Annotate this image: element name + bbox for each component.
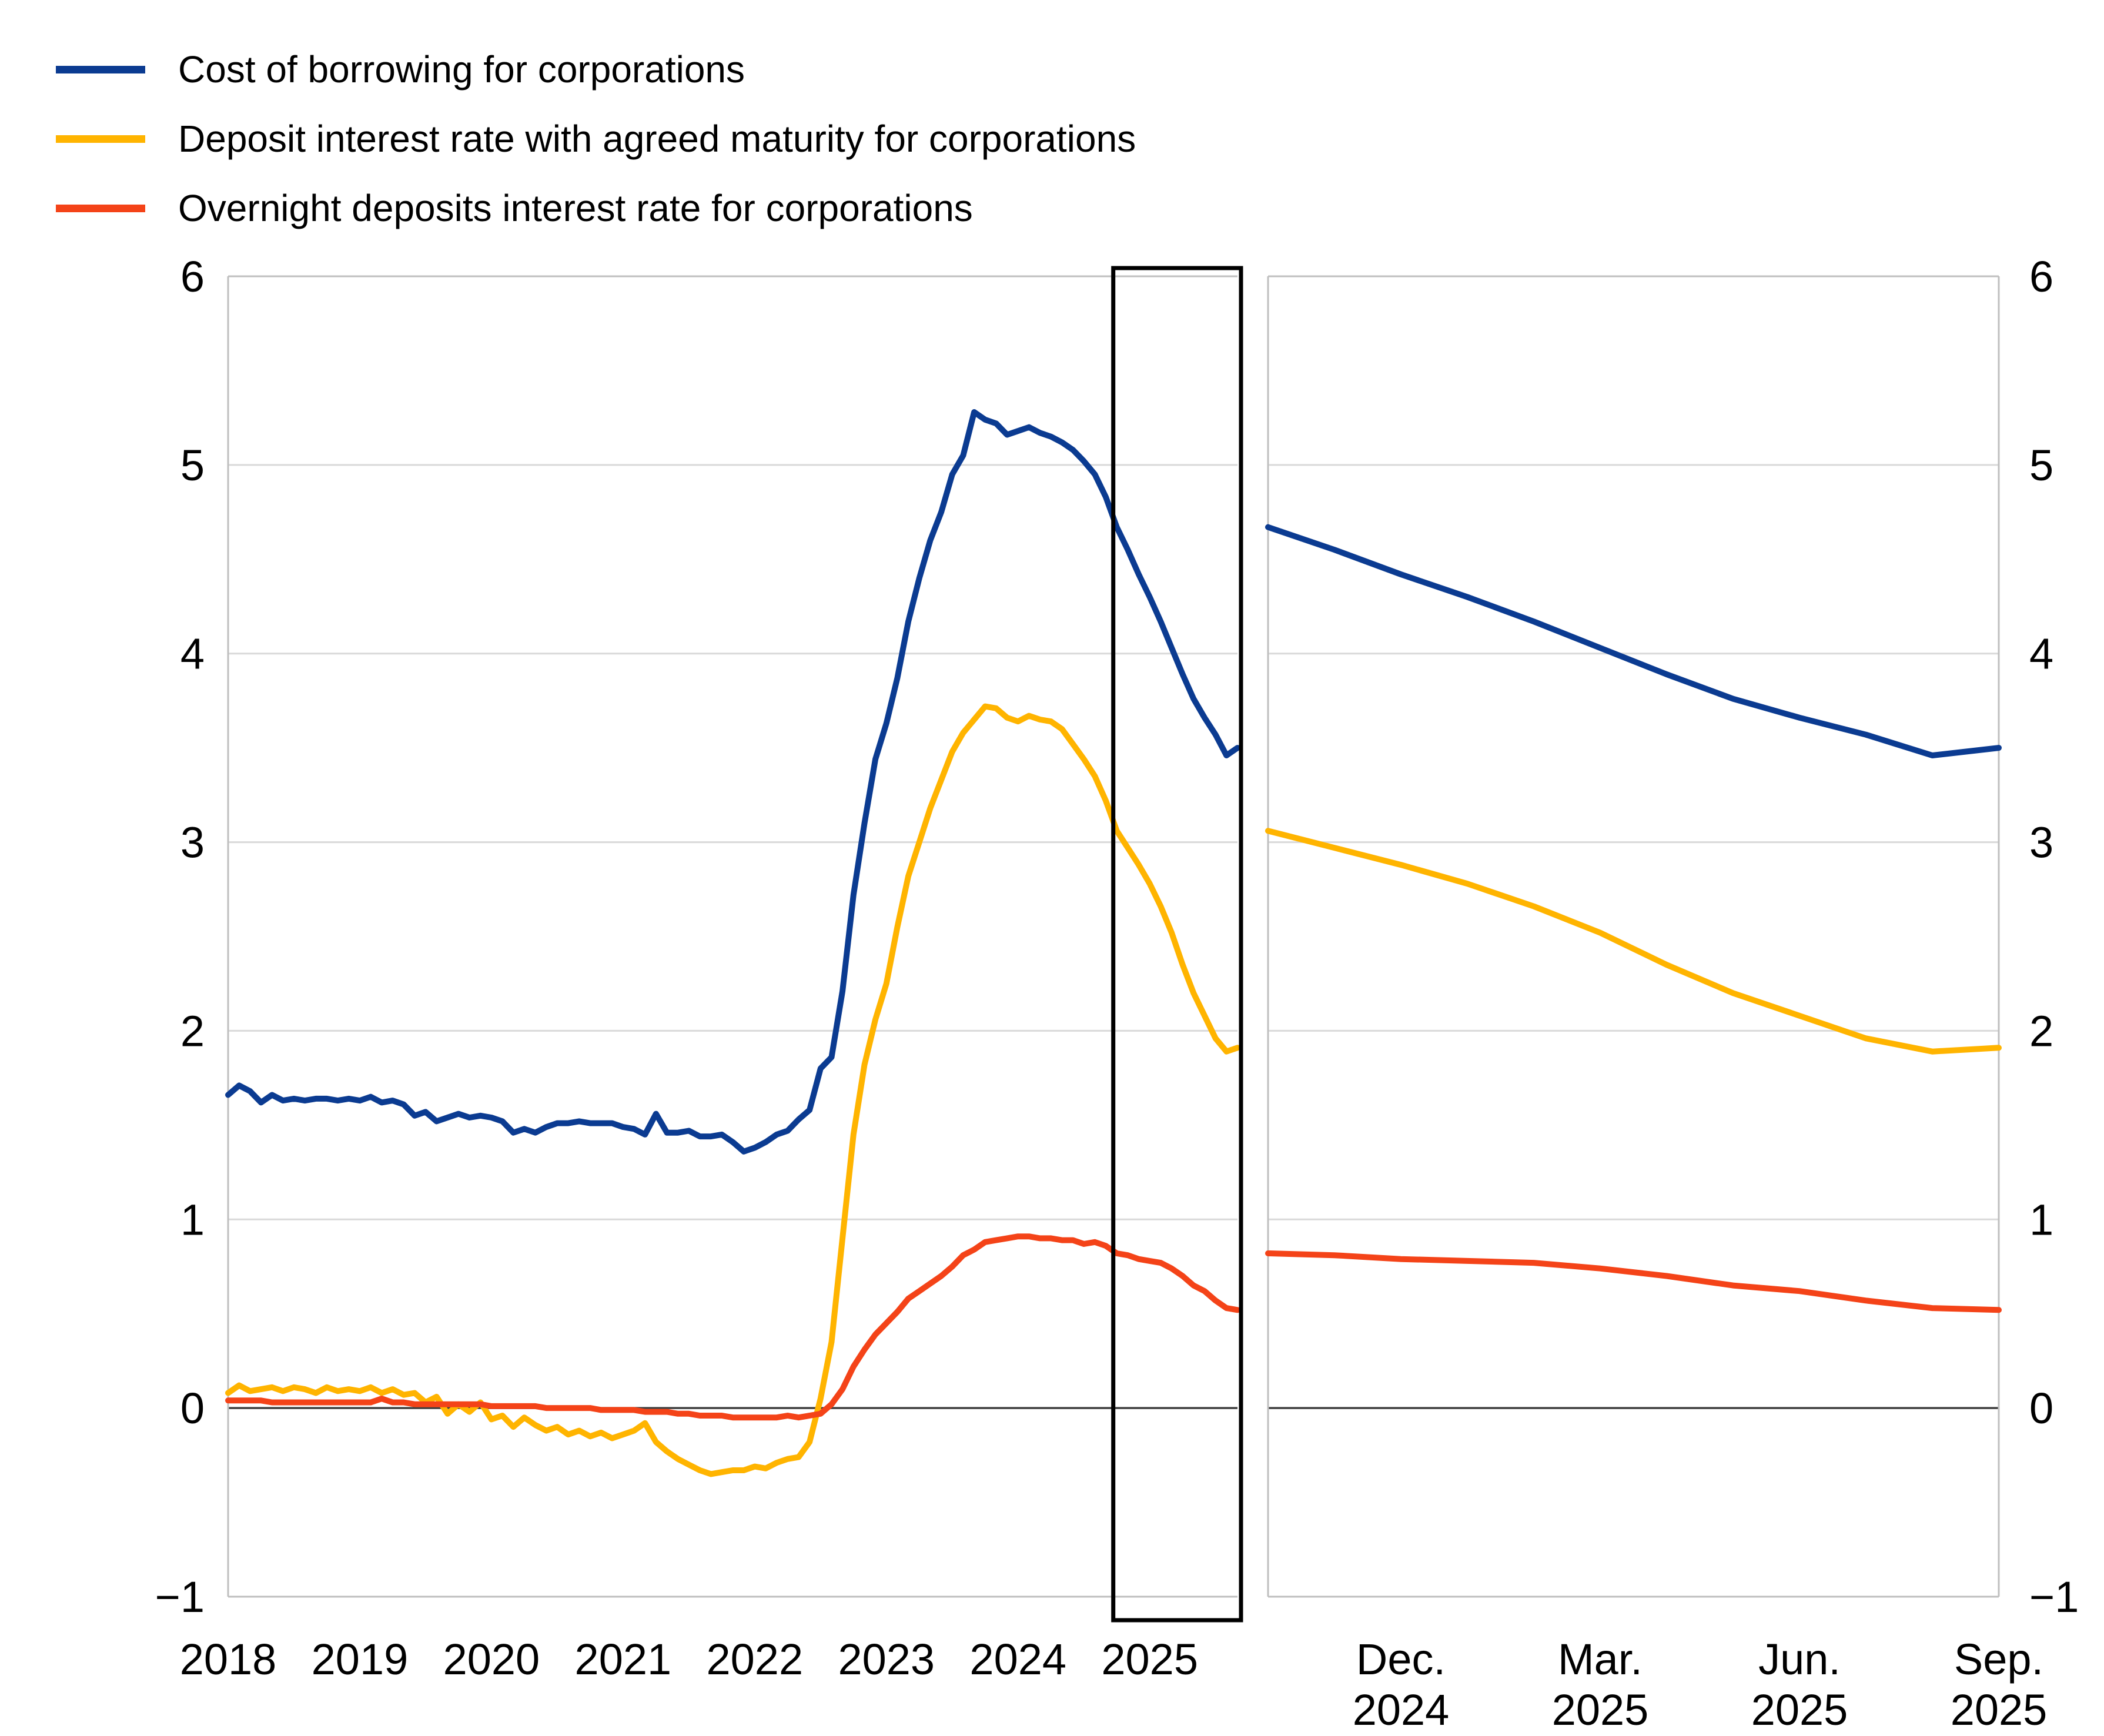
y-axis-label-left: 2: [180, 1006, 205, 1055]
series-line-zoom-overnight-deposits: [1265, 1250, 2002, 1313]
legend: Cost of borrowing for corporations Depos…: [56, 48, 1136, 229]
legend-label: Deposit interest rate with agreed maturi…: [178, 118, 1136, 160]
y-axis-label-left: −1: [155, 1573, 205, 1621]
y-axis-label-right: 1: [2029, 1195, 2053, 1244]
y-axis-label-right: 3: [2029, 818, 2053, 867]
y-axis-label-right: 2: [2029, 1006, 2053, 1055]
x-axis-year-label: 2023: [838, 1635, 935, 1684]
y-axis-label-right: 6: [2029, 252, 2053, 301]
legend-item-deposit-agreed-maturity: Deposit interest rate with agreed maturi…: [56, 118, 1136, 160]
y-axis-label-left: 4: [180, 630, 205, 678]
x-axis-year-label: 2021: [575, 1635, 672, 1684]
y-axis-label-right: −1: [2029, 1573, 2079, 1621]
y-axis-label-left: 3: [180, 818, 205, 867]
y-axis-label-right: 0: [2029, 1384, 2053, 1433]
y-axis-label-right: 4: [2029, 630, 2053, 678]
legend-item-overnight-deposits: Overnight deposits interest rate for cor…: [56, 187, 1136, 229]
x-axis-year-label: 2018: [180, 1635, 277, 1684]
y-axis-label-right: 5: [2029, 441, 2053, 490]
legend-item-cost-of-borrowing: Cost of borrowing for corporations: [56, 48, 1136, 91]
highlight-box-zoom-period: [1111, 266, 1243, 1623]
series-line-zoom-deposit-interest: [1265, 828, 2002, 1055]
legend-line-sample-blue: [56, 65, 145, 73]
legend-line-sample-red: [56, 204, 145, 212]
series-line-history-deposit-interest: [225, 703, 1240, 1477]
legend-label: Overnight deposits interest rate for cor…: [178, 187, 973, 229]
x-axis-month-label: Dec. 2024: [1353, 1635, 1450, 1734]
x-axis-year-label: 2020: [443, 1635, 540, 1684]
series-line-zoom-cost-of: [1265, 524, 2002, 758]
x-axis-year-label: 2022: [707, 1635, 804, 1684]
x-axis-month-label: Mar. 2025: [1552, 1635, 1649, 1734]
y-axis-label-left: 6: [180, 252, 205, 301]
series-line-history-cost-of: [225, 409, 1240, 1155]
y-axis-label-left: 5: [180, 441, 205, 490]
legend-line-sample-yellow: [56, 135, 145, 143]
y-axis-label-left: 0: [180, 1384, 205, 1433]
series-line-history-overnight-deposits: [225, 1233, 1240, 1421]
x-axis-month-label: Jun. 2025: [1751, 1635, 1848, 1734]
x-axis-year-label: 2024: [969, 1635, 1066, 1684]
y-axis-label-left: 1: [180, 1195, 205, 1244]
legend-label: Cost of borrowing for corporations: [178, 48, 745, 91]
x-axis-year-label: 2025: [1101, 1635, 1198, 1684]
x-axis-month-label: Sep. 2025: [1951, 1635, 2048, 1734]
x-axis-year-label: 2019: [312, 1635, 409, 1684]
